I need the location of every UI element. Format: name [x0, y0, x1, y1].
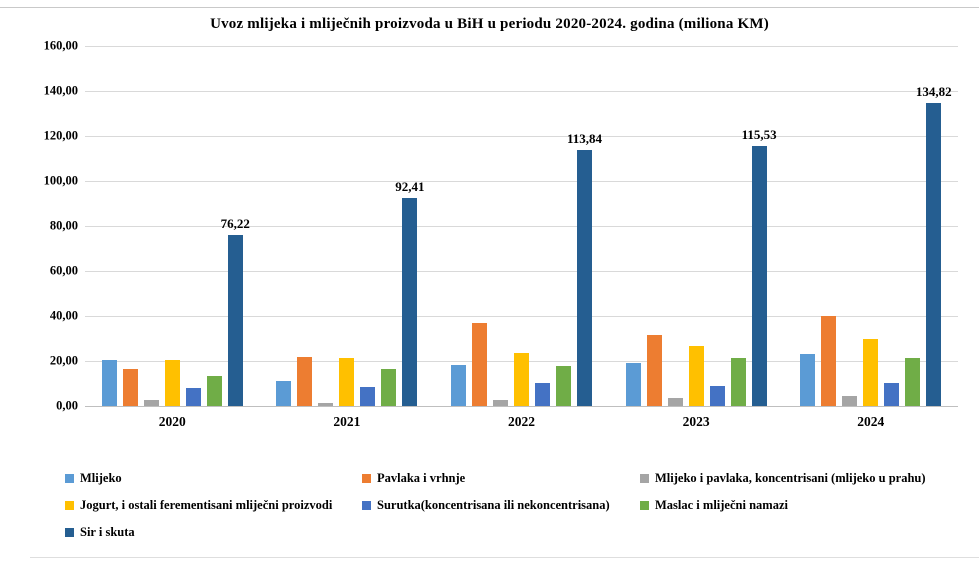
bar-sir-i-skuta-2020: 76,22: [221, 216, 250, 406]
legend-swatch-icon: [362, 501, 371, 510]
bar-mlijeko-2022: [450, 365, 466, 406]
bar-group-2021: 92,41: [260, 46, 435, 406]
bar-jogurt-i-ostali-ferementisani--2022: [513, 353, 529, 406]
bar-jogurt-i-ostali-ferementisani--2020: [164, 360, 180, 406]
legend-label: Sir i skuta: [80, 525, 135, 539]
bar-mlijeko-2020: [101, 360, 117, 406]
bar-surutka-koncentrisana-ili-neko-2024: [884, 383, 900, 406]
x-axis-label-2022: 2022: [507, 414, 535, 429]
bar-mlijeko-i-pavlaka-koncentrisan-2021: [318, 403, 334, 406]
gridline: [85, 181, 958, 182]
top-divider: [0, 7, 979, 8]
y-axis-label: 60,00: [49, 263, 78, 278]
gridline: [85, 226, 958, 227]
y-axis-label: 140,00: [43, 83, 78, 98]
bar-surutka-koncentrisana-ili-neko-2022: [534, 383, 550, 406]
bar-pavlaka-i-vrhnje-2022: [471, 323, 487, 406]
bar-pavlaka-i-vrhnje-2020: [122, 369, 138, 406]
bar-mlijeko-2021: [276, 381, 292, 406]
legend-label: Surutka(koncentrisana ili nekoncentrisan…: [377, 498, 610, 512]
bar-jogurt-i-ostali-ferementisani--2024: [863, 339, 879, 406]
bar-sir-i-skuta-2022: 113,84: [567, 131, 602, 406]
bar-maslac-i-mlije-ni-namazi-2023: [730, 358, 746, 406]
legend-label: Jogurt, i ostali ferementisani mliječni …: [80, 498, 333, 512]
y-axis-label: 100,00: [43, 173, 78, 188]
bar-maslac-i-mlije-ni-namazi-2021: [381, 369, 397, 406]
data-label-sir-i-skuta-2022: 113,84: [566, 131, 603, 146]
bar-surutka-koncentrisana-ili-neko-2020: [185, 388, 201, 406]
x-axis-label-2024: 2024: [857, 414, 885, 429]
legend-label: Mlijeko: [80, 471, 122, 485]
gridline: [85, 136, 958, 137]
gridline: [85, 271, 958, 272]
bar-mlijeko-2023: [625, 363, 641, 406]
y-axis-label: 160,00: [43, 38, 78, 53]
bar-mlijeko-2024: [800, 354, 816, 406]
bar-sir-i-skuta-2023: 115,53: [742, 127, 777, 406]
bar-mlijeko-i-pavlaka-koncentrisan-2020: [143, 400, 159, 406]
legend-item-jogurt-i-ostali-ferementisani-: Jogurt, i ostali ferementisani mliječni …: [65, 498, 332, 513]
legend-label: Maslac i mliječni namazi: [655, 498, 788, 512]
bar-mlijeko-i-pavlaka-koncentrisan-2022: [492, 400, 508, 406]
plot-area: 76,22 92,41 113,84 115,53 134,82: [85, 46, 958, 407]
gridline: [85, 316, 958, 317]
bottom-divider: [30, 557, 979, 558]
legend-label: Mlijeko i pavlaka, koncentrisani (mlijek…: [655, 471, 926, 485]
legend-label: Pavlaka i vrhnje: [377, 471, 466, 485]
legend-swatch-icon: [65, 474, 74, 483]
x-axis-label-2021: 2021: [333, 414, 361, 429]
bar-surutka-koncentrisana-ili-neko-2023: [709, 386, 725, 406]
legend-item-mlijeko-i-pavlaka-koncentrisan: Mlijeko i pavlaka, koncentrisani (mlijek…: [640, 471, 926, 486]
bar-pavlaka-i-vrhnje-2021: [297, 357, 313, 406]
bar-pavlaka-i-vrhnje-2023: [646, 335, 662, 406]
legend-swatch-icon: [65, 528, 74, 537]
legend-swatch-icon: [362, 474, 371, 483]
legend-item-maslac-i-mlije-ni-namazi: Maslac i mliječni namazi: [640, 498, 788, 513]
bar-mlijeko-i-pavlaka-koncentrisan-2023: [667, 398, 683, 406]
y-axis-label: 120,00: [43, 128, 78, 143]
bar-sir-i-skuta-2024: 134,82: [916, 84, 952, 406]
bar-surutka-koncentrisana-ili-neko-2021: [360, 387, 376, 406]
bar-jogurt-i-ostali-ferementisani--2021: [339, 358, 355, 406]
data-label-sir-i-skuta-2020: 76,22: [220, 216, 250, 231]
bar-group-2020: 76,22: [85, 46, 260, 406]
bar-mlijeko-i-pavlaka-koncentrisan-2024: [842, 396, 858, 406]
y-axis-label: 80,00: [49, 218, 78, 233]
legend-item-pavlaka-i-vrhnje: Pavlaka i vrhnje: [362, 471, 465, 486]
x-axis-label-2023: 2023: [682, 414, 710, 429]
legend-swatch-icon: [640, 501, 649, 510]
legend-item-surutka-koncentrisana-ili-neko: Surutka(koncentrisana ili nekoncentrisan…: [362, 498, 610, 513]
data-label-sir-i-skuta-2024: 134,82: [915, 84, 952, 99]
legend-item-mlijeko: Mlijeko: [65, 471, 122, 486]
data-label-sir-i-skuta-2021: 92,41: [395, 179, 425, 194]
x-axis-label-2020: 2020: [158, 414, 186, 429]
bar-maslac-i-mlije-ni-namazi-2020: [206, 376, 222, 406]
bar-maslac-i-mlije-ni-namazi-2022: [555, 366, 571, 406]
bar-pavlaka-i-vrhnje-2024: [821, 316, 837, 406]
y-axis-label: 20,00: [49, 353, 78, 368]
bar-group-2024: 134,82: [783, 46, 958, 406]
y-axis-label: 0,00: [56, 398, 78, 413]
chart-title: Uvoz mlijeka i mliječnih proizvoda u BiH…: [210, 16, 769, 32]
data-label-sir-i-skuta-2023: 115,53: [741, 127, 777, 142]
bar-sir-i-skuta-2021: 92,41: [395, 179, 425, 406]
legend-item-sir-i-skuta: Sir i skuta: [65, 525, 135, 540]
legend-swatch-icon: [65, 501, 74, 510]
gridline: [85, 91, 958, 92]
gridline: [85, 46, 958, 47]
y-axis-label: 40,00: [49, 308, 78, 323]
legend-swatch-icon: [640, 474, 649, 483]
bar-jogurt-i-ostali-ferementisani--2023: [688, 346, 704, 406]
bar-maslac-i-mlije-ni-namazi-2024: [905, 358, 921, 406]
bar-group-2022: 113,84: [434, 46, 609, 406]
bar-group-2023: 115,53: [609, 46, 784, 406]
x-axis-line: [85, 406, 958, 407]
